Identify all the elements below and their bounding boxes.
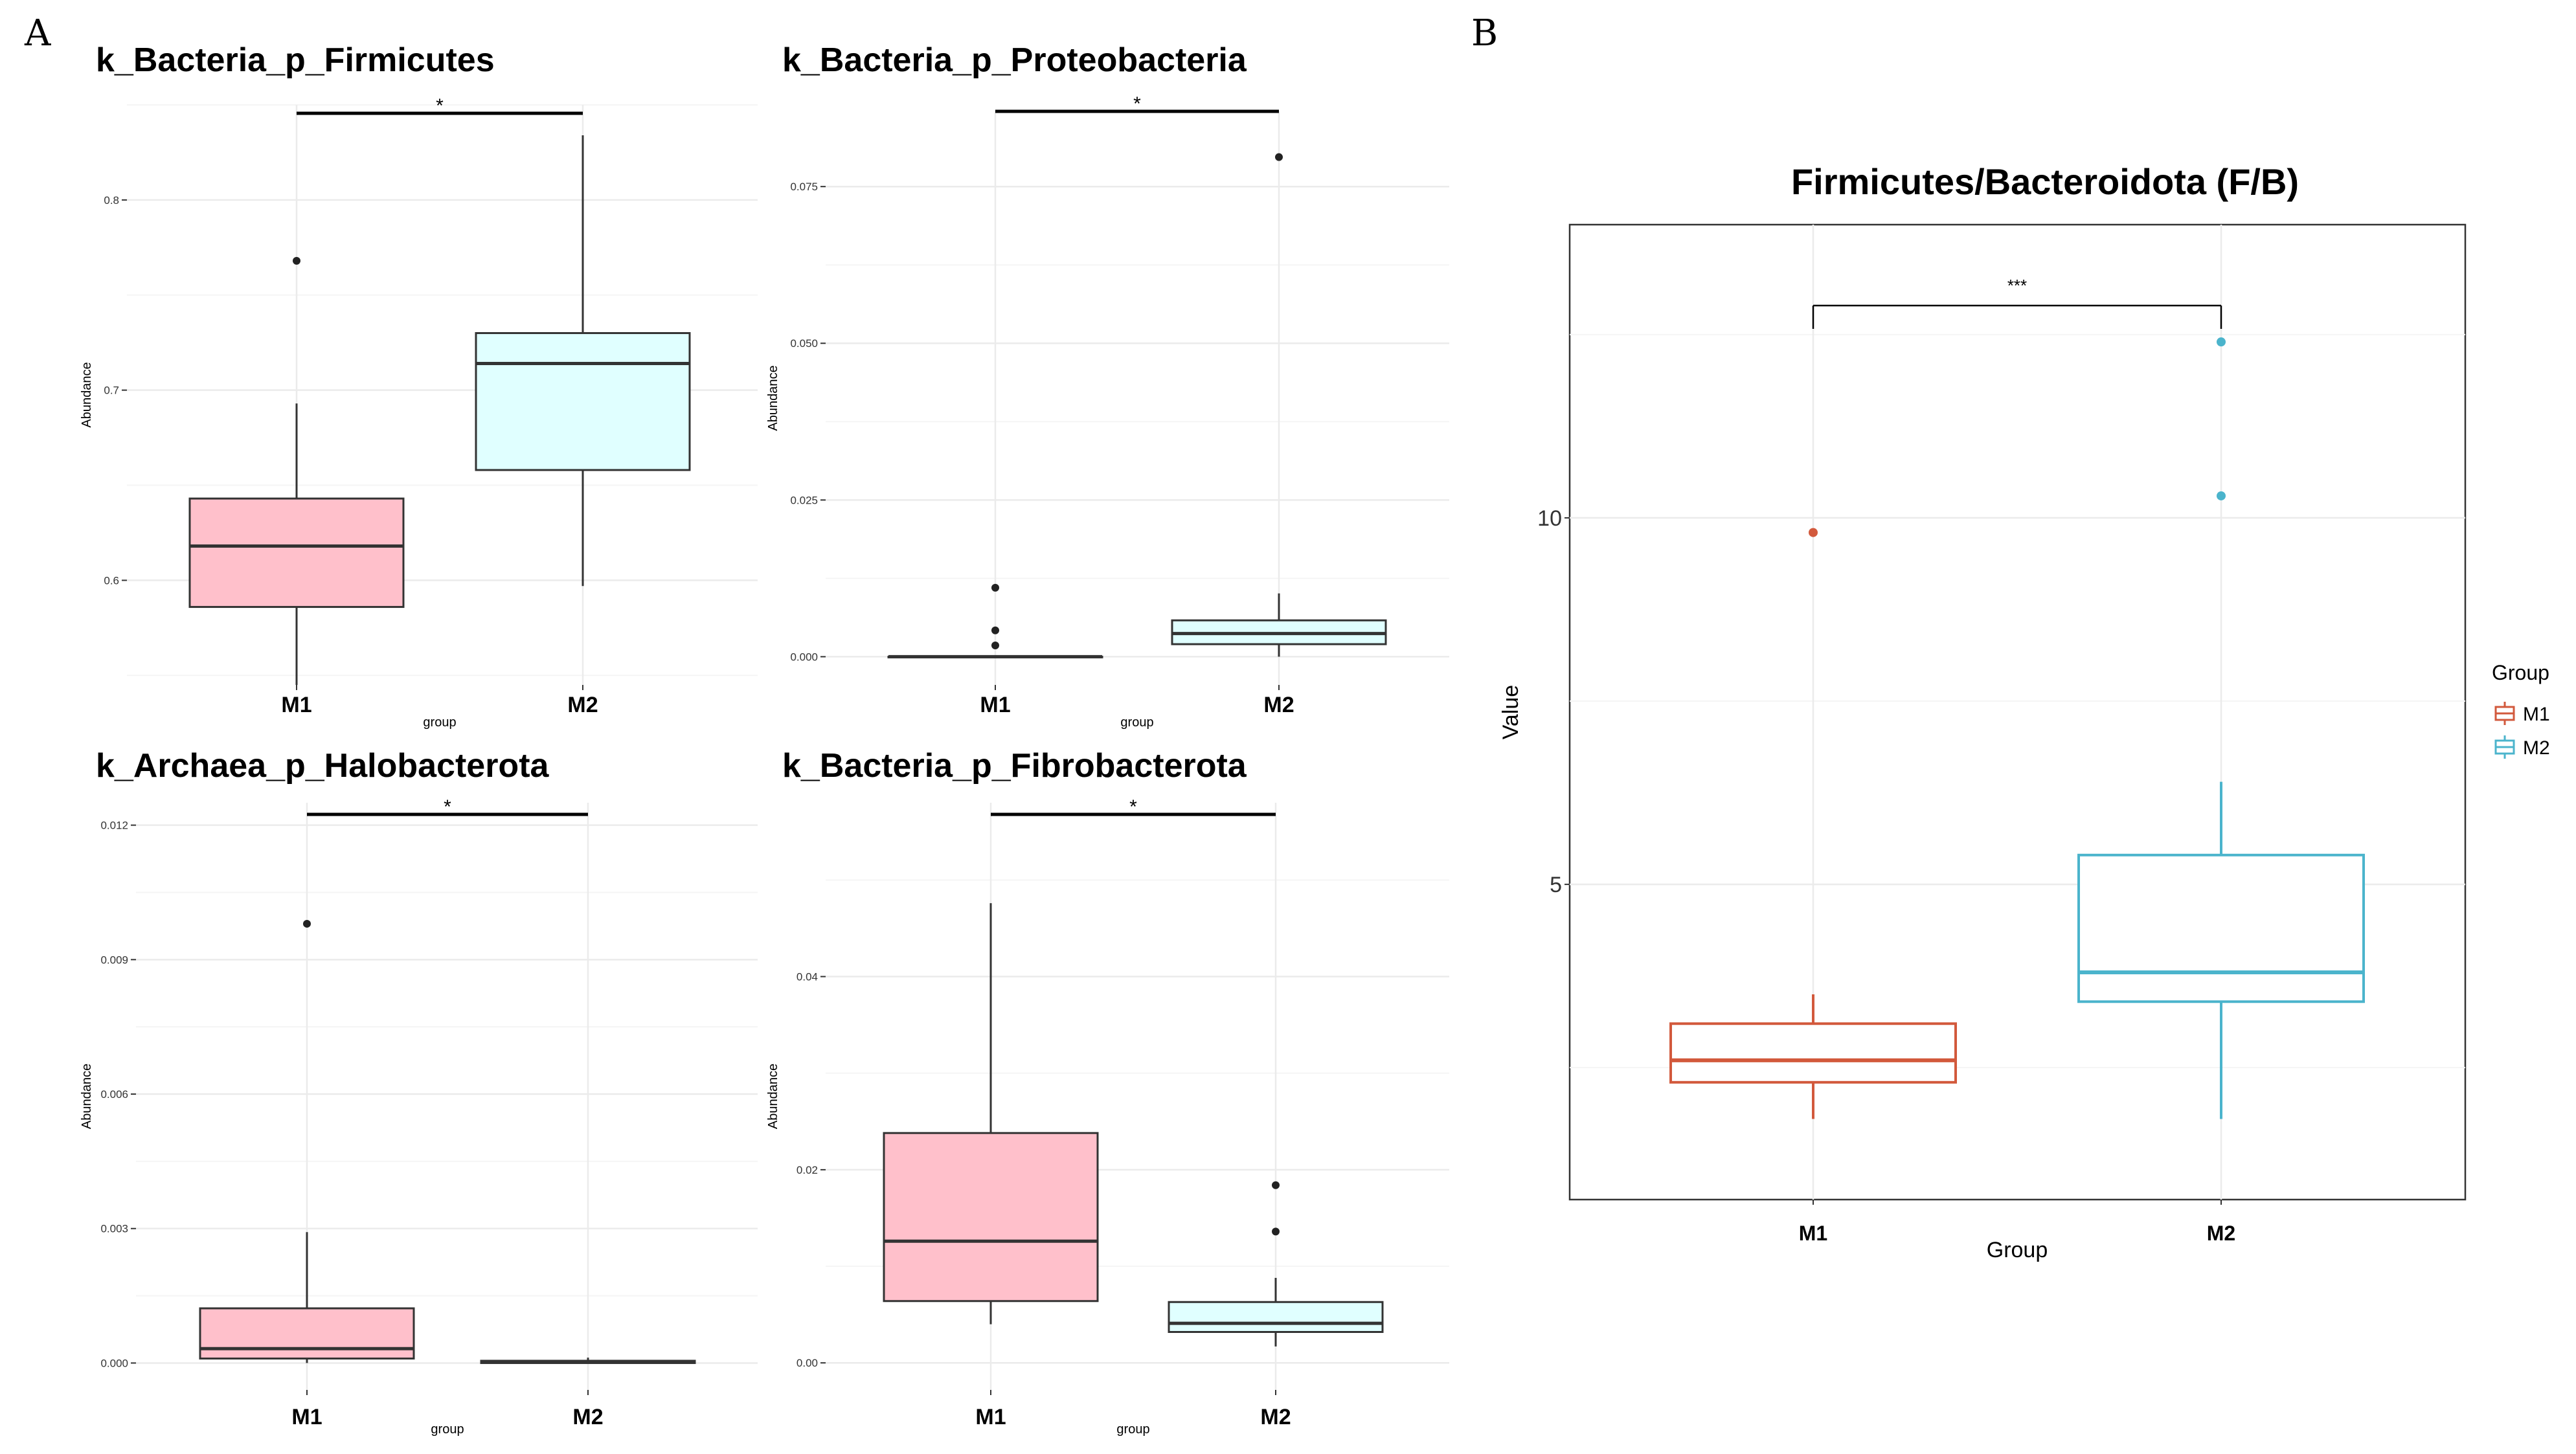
x-category-label: M1 — [1799, 1222, 1827, 1245]
outlier-point — [991, 626, 999, 634]
x-category-label: M1 — [975, 1405, 1006, 1429]
box-m1 — [188, 256, 405, 685]
significance-label: * — [1129, 796, 1137, 818]
outlier-point — [303, 919, 311, 928]
x-axis-label: Group — [1987, 1238, 2048, 1262]
outlier-point — [1275, 153, 1283, 161]
box-m1 — [887, 583, 1103, 658]
x-category-label: M2 — [572, 1405, 603, 1429]
outlier-point — [2217, 491, 2226, 500]
y-tick-label: 0.04 — [797, 970, 818, 983]
significance-bracket: *** — [1812, 276, 2222, 329]
y-tick-label: 0.003 — [100, 1223, 128, 1235]
y-tick-label: 0.006 — [100, 1088, 128, 1101]
box-m1 — [883, 903, 1099, 1325]
outlier-point — [1272, 1181, 1280, 1189]
grid — [826, 111, 1449, 685]
chart-firmicutes: k_Bacteria_p_Firmicutes 0.6 0.7 0.8 Abundanc… — [80, 41, 758, 730]
y-tick-label: 0.025 — [790, 494, 818, 506]
box-iqr — [475, 332, 691, 471]
box-m2 — [2077, 337, 2365, 1119]
legend-key-m2 — [2494, 735, 2515, 759]
x-axis-label: group — [431, 1422, 464, 1437]
legend-label: M1 — [2523, 704, 2550, 725]
y-tick-label: 0.8 — [104, 194, 119, 207]
plots: k_Bacteria_p_Firmicutes 0.6 0.7 0.8 Abundanc… — [80, 41, 2550, 1437]
box-m1 — [199, 919, 415, 1363]
legend-key-m1 — [2494, 702, 2515, 725]
grid — [136, 803, 758, 1390]
x-category-label: M2 — [567, 693, 598, 717]
x-axis-label: group — [423, 715, 456, 730]
chart-title: k_Bacteria_p_Firmicutes — [96, 41, 495, 79]
box-iqr — [188, 497, 405, 609]
y-tick-label: 5 — [1550, 873, 1562, 897]
y-tick-label: 0.075 — [790, 181, 818, 193]
chart-title: k_Bacteria_p_Fibrobacterota — [782, 747, 1247, 785]
x-axis-label: group — [1120, 715, 1153, 730]
x-category-label: M2 — [1263, 693, 1294, 717]
y-tick-label: 10 — [1537, 506, 1562, 531]
significance-label: * — [436, 95, 444, 117]
chart-proteobacteria: k_Bacteria_p_Proteobacteria 0.000 0.025 0.0… — [766, 41, 1449, 730]
significance-bracket: * — [307, 796, 588, 818]
significance-label: * — [444, 796, 451, 818]
x-category-label: M2 — [2207, 1222, 2235, 1245]
outlier-point — [991, 641, 999, 649]
x-category-label: M1 — [291, 1405, 322, 1429]
chart-title: k_Archaea_p_Halobacterota — [96, 747, 550, 785]
significance-bracket: * — [991, 796, 1276, 818]
box-m1 — [1669, 528, 1957, 1119]
legend-title: Group — [2492, 661, 2549, 684]
y-tick-label: 0.050 — [790, 337, 818, 350]
outlier-point — [991, 583, 999, 592]
outlier-point — [2217, 337, 2226, 347]
significance-label: * — [1133, 93, 1141, 115]
box-m2 — [475, 135, 691, 587]
box-iqr — [883, 1132, 1099, 1303]
chart-fb_ratio: Firmicutes/Bacteroidota (F/B) 5 10 Value Gro… — [1498, 161, 2550, 1262]
x-category-label: M1 — [281, 693, 311, 717]
y-tick-label: 0.00 — [797, 1357, 818, 1369]
box-iqr — [199, 1307, 415, 1360]
y-tick-label: 0.000 — [100, 1357, 128, 1369]
box-iqr — [1168, 1301, 1384, 1333]
y-tick-label: 0.012 — [100, 820, 128, 832]
box-m2 — [480, 1358, 696, 1364]
box-iqr — [2077, 853, 2365, 1003]
y-tick-label: 0.02 — [797, 1164, 818, 1176]
panel-a-label: A — [24, 12, 51, 54]
x-category-label: M1 — [980, 693, 1010, 717]
panel-b-label: B — [1471, 12, 1498, 54]
box-m2 — [1171, 153, 1387, 657]
chart-fibrobacterota: k_Bacteria_p_Fibrobacterota 0.00 0.02 0.04 A… — [766, 747, 1449, 1437]
y-tick-label: 0.009 — [100, 954, 128, 966]
significance-bracket: * — [995, 93, 1279, 115]
y-axis-label: Abundance — [766, 365, 780, 431]
chart-title: k_Bacteria_p_Proteobacteria — [782, 41, 1247, 79]
outlier-point — [293, 256, 300, 265]
outlier-point — [1272, 1227, 1280, 1236]
legend: Group M1 M2 — [2492, 661, 2550, 759]
y-tick-label: 0.6 — [104, 574, 119, 587]
chart-title: Firmicutes/Bacteroidota (F/B) — [1791, 161, 2299, 202]
chart-halobacterota: k_Archaea_p_Halobacterota 0.000 0.003 0.006… — [80, 747, 758, 1437]
box-m2 — [1168, 1181, 1384, 1347]
y-tick-label: 0.7 — [104, 385, 119, 397]
significance-bracket: * — [297, 95, 583, 117]
y-axis-label: Value — [1498, 685, 1523, 739]
x-category-label: M2 — [1260, 1405, 1291, 1429]
legend-label: M2 — [2523, 737, 2550, 759]
outlier-point — [1809, 528, 1818, 537]
y-axis-label: Abundance — [80, 362, 94, 427]
y-tick-label: 0.000 — [790, 651, 818, 663]
y-axis-label: Abundance — [766, 1064, 780, 1129]
significance-label: *** — [2007, 276, 2027, 295]
x-axis-label: group — [1116, 1422, 1149, 1437]
box-iqr — [1669, 1022, 1957, 1084]
y-axis-label: Abundance — [80, 1064, 94, 1129]
